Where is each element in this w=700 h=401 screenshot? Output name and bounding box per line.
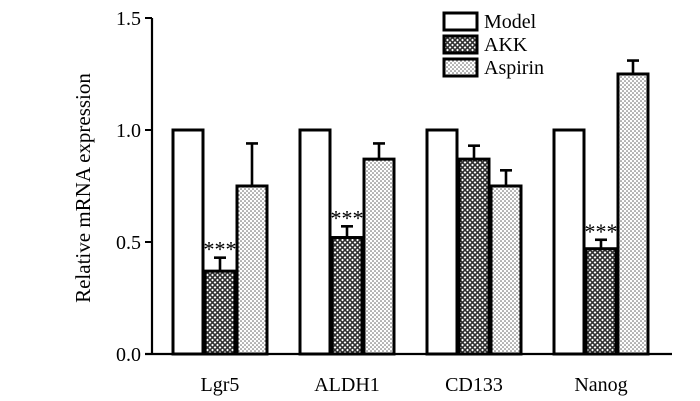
legend-label-akk: AKK (484, 34, 528, 56)
legend-label-aspirin: Aspirin (484, 57, 544, 79)
significance-annotation: *** (585, 219, 618, 244)
x-tick-label: Lgr5 (201, 374, 240, 396)
y-axis-label: Relative mRNA expression (71, 73, 95, 303)
significance-annotation: *** (204, 237, 237, 262)
legend-label-model: Model (484, 11, 537, 33)
y-tick-label: 0.5 (116, 232, 141, 254)
bar-aspirin-lgr5 (235, 184, 269, 356)
bars-layer (171, 59, 650, 356)
bar-model-lgr5 (171, 128, 205, 356)
bar-aspirin-nanog (616, 72, 650, 356)
bar-model-nanog (552, 128, 586, 356)
legend-swatch-aspirin (442, 57, 479, 78)
y-tick-label: 1.0 (116, 120, 141, 142)
annotations-layer: *** *** *** (204, 205, 618, 261)
bar-akk-aldh1 (330, 236, 364, 356)
x-axis: Lgr5 ALDH1 CD133 Nanog (145, 352, 672, 396)
bar-akk-lgr5 (203, 269, 237, 356)
y-axis: 0.0 0.5 1.0 1.5 (116, 8, 154, 366)
x-tick-label: CD133 (445, 374, 503, 396)
y-tick-label: 0.0 (116, 344, 141, 366)
x-tick-label: ALDH1 (314, 374, 380, 396)
legend-swatch-akk (442, 34, 479, 55)
bar-aspirin-aldh1 (362, 157, 396, 356)
legend-swatch-model (442, 11, 479, 32)
significance-annotation: *** (331, 205, 364, 230)
y-tick-label: 1.5 (116, 8, 141, 30)
bar-model-cd133 (425, 128, 459, 356)
bar-akk-nanog (584, 247, 618, 356)
x-tick-label: Nanog (574, 374, 627, 396)
bar-model-aldh1 (298, 128, 332, 356)
bar-akk-cd133 (457, 157, 491, 356)
bar-aspirin-cd133 (489, 184, 523, 356)
